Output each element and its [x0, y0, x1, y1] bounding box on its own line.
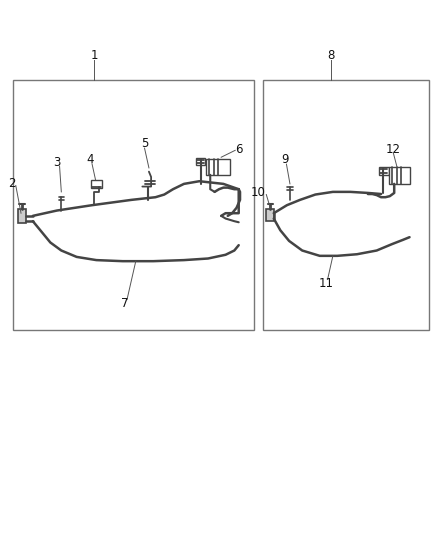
- Text: 6: 6: [235, 143, 243, 156]
- Bar: [13, 80, 254, 330]
- Text: 4: 4: [86, 154, 94, 166]
- Text: 12: 12: [386, 143, 401, 156]
- Bar: [389, 167, 410, 184]
- Bar: [379, 167, 389, 175]
- Text: 8: 8: [327, 49, 334, 62]
- Text: 10: 10: [251, 187, 266, 199]
- Bar: [266, 209, 274, 221]
- Text: 3: 3: [53, 156, 60, 169]
- Text: 9: 9: [281, 154, 289, 166]
- Text: 7: 7: [121, 297, 129, 310]
- Text: 11: 11: [319, 277, 334, 290]
- Bar: [206, 159, 230, 175]
- Bar: [263, 80, 429, 330]
- Text: 2: 2: [8, 177, 16, 190]
- Bar: [18, 209, 26, 223]
- Text: 1: 1: [90, 49, 98, 62]
- Bar: [91, 180, 102, 188]
- Text: 5: 5: [141, 138, 148, 150]
- Bar: [196, 158, 205, 165]
